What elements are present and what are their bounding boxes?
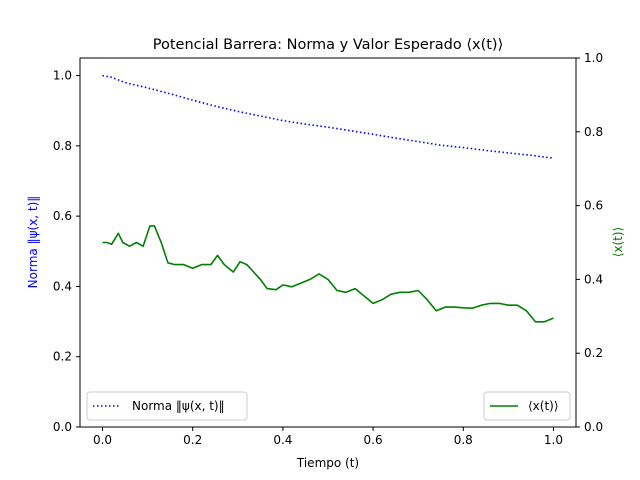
left-y-tick-label: 0.4 bbox=[53, 279, 72, 293]
x-tick-label: 0.6 bbox=[364, 433, 383, 447]
x-tick-label: 0.0 bbox=[93, 433, 112, 447]
norma-series-line bbox=[102, 74, 554, 159]
chart-title: Potencial Barrera: Norma y Valor Esperad… bbox=[153, 37, 504, 53]
right-y-tick-label: 0.2 bbox=[584, 346, 603, 360]
right-y-tick-label: 0.6 bbox=[584, 199, 603, 213]
x-tick-label: 0.4 bbox=[273, 433, 292, 447]
left-y-tick-label: 0.2 bbox=[53, 350, 72, 364]
legend-expectation-box bbox=[483, 391, 571, 421]
left-y-tick-label: 1.0 bbox=[53, 69, 72, 83]
legend-norma: Norma ‖ψ(x, t)‖ bbox=[86, 391, 248, 421]
legend-norma-box bbox=[86, 391, 248, 421]
legend-norma-label: Norma ‖ψ(x, t)‖ bbox=[132, 399, 225, 413]
expectation-series-line bbox=[102, 225, 554, 323]
right-y-tick-label: 0.0 bbox=[584, 420, 603, 434]
left-y-tick-label: 0.0 bbox=[53, 420, 72, 434]
plot-lines bbox=[102, 74, 554, 323]
right-y-tick-label: 1.0 bbox=[584, 51, 603, 65]
tick-marks: 0.0 0.2 0.4 0.6 0.8 1.0 0.0 0.2 0.4 0.6 0.8 1.0 0.0 0… bbox=[53, 51, 603, 447]
right-y-tick-label: 0.8 bbox=[584, 125, 603, 139]
legend-expectation-label: ⟨x(t)⟩ bbox=[528, 399, 559, 413]
left-y-axis-title: Norma ‖ψ(x, t)‖ bbox=[26, 196, 40, 289]
x-tick-label: 0.2 bbox=[183, 433, 202, 447]
plot-frame bbox=[79, 57, 577, 428]
left-y-tick-label: 0.6 bbox=[53, 209, 72, 223]
left-y-tick-label: 0.8 bbox=[53, 139, 72, 153]
x-axis-title: Tiempo (t) bbox=[296, 456, 359, 470]
right-y-axis-title: ⟨x(t)⟩ bbox=[611, 227, 625, 258]
x-tick-label: 0.8 bbox=[454, 433, 473, 447]
right-y-tick-label: 0.4 bbox=[584, 272, 603, 286]
x-tick-label: 1.0 bbox=[544, 433, 563, 447]
legend-expectation: ⟨x(t)⟩ bbox=[483, 391, 571, 421]
